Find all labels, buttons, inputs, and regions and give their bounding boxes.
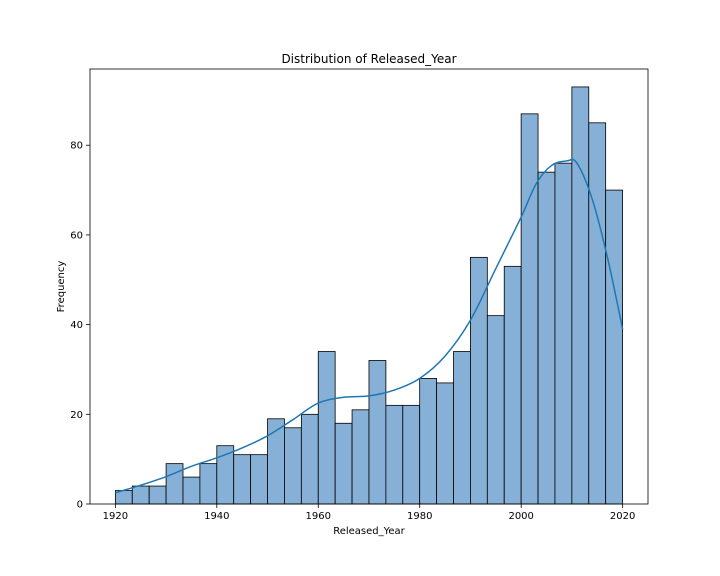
y-axis-ticks: 0 20 40 60 80: [70, 141, 90, 511]
histogram-bar: [571, 86, 590, 505]
kde-curve: [115, 158, 624, 494]
histogram-bar: [385, 404, 404, 505]
histogram-bar: [419, 378, 438, 505]
histogram-bar: [233, 454, 252, 505]
x-axis-ticks: 1920 1940 1960 1980 2000 2020: [103, 504, 635, 522]
histogram-bar: [334, 422, 353, 505]
histogram-bar: [436, 382, 454, 505]
y-axis-label: Frequency: [56, 261, 67, 313]
y-tick-label: 80: [70, 141, 83, 152]
x-tick-label: 1960: [306, 511, 331, 522]
chart-title: Distribution of Released_Year: [281, 52, 456, 66]
histogram-bar: [402, 404, 421, 505]
histogram-bar: [250, 454, 268, 505]
histogram-bar: [486, 315, 505, 505]
y-tick-label: 40: [70, 320, 83, 331]
histogram-bar: [605, 189, 623, 505]
histogram-bar: [131, 485, 150, 505]
histogram-bar: [284, 427, 302, 505]
x-tick-label: 2020: [610, 511, 635, 522]
x-tick-label: 2000: [508, 511, 533, 522]
histogram-bar: [520, 113, 539, 505]
histogram-bar: [351, 409, 370, 505]
x-tick-label: 1980: [407, 511, 432, 522]
histogram-bar: [182, 476, 201, 505]
kde-group: [115, 158, 624, 494]
histogram-bar: [300, 413, 319, 505]
histogram-bar: [317, 351, 336, 505]
y-tick-label: 20: [70, 410, 83, 421]
bars-group: [114, 86, 623, 505]
histogram-bar: [470, 256, 488, 505]
histogram-bar: [453, 351, 471, 505]
histogram-bar: [148, 485, 167, 505]
histogram-bar: [503, 265, 522, 505]
histogram-bar: [199, 463, 218, 505]
histogram-bar: [537, 171, 556, 505]
y-tick-label: 0: [77, 500, 83, 511]
histogram-bar: [368, 360, 387, 505]
x-tick-label: 1920: [103, 511, 128, 522]
x-axis-label: Released_Year: [333, 526, 405, 537]
y-tick-label: 60: [70, 230, 83, 241]
x-tick-label: 1940: [204, 511, 229, 522]
histogram-bar: [165, 463, 184, 505]
histogram-bar: [588, 122, 607, 505]
plot-frame: [89, 68, 649, 505]
histogram-bar: [554, 162, 573, 505]
